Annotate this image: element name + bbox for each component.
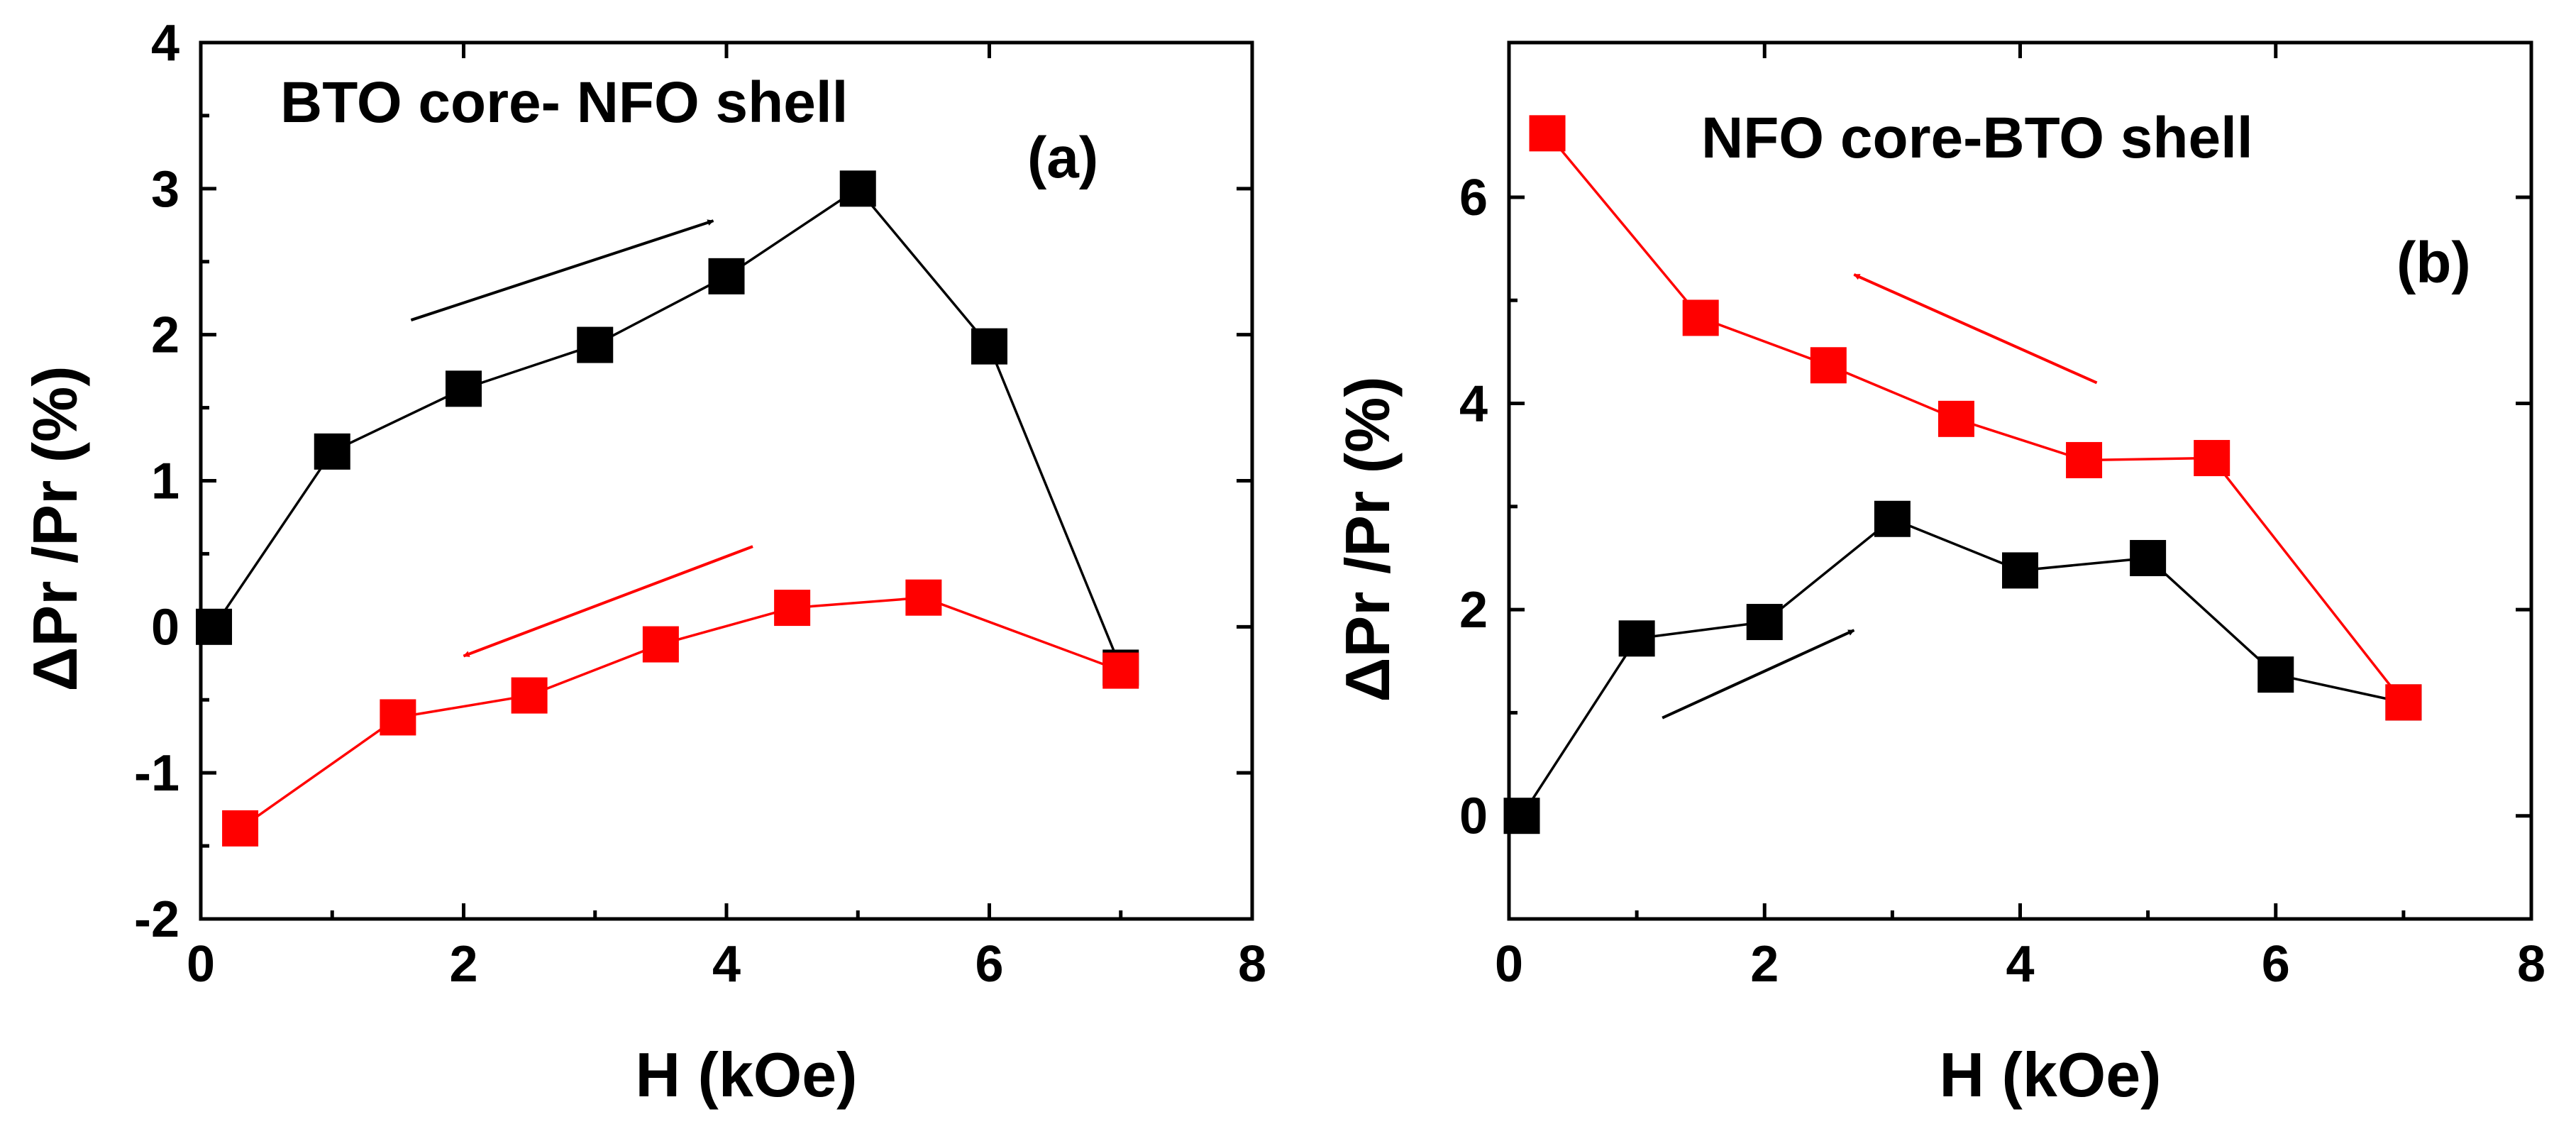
data-point-a-0-2	[446, 370, 482, 407]
panel-label-b: (b)	[2397, 231, 2471, 295]
x-tick-label-b-2: 4	[2006, 936, 2034, 993]
data-point-b-0-2	[1746, 604, 1783, 641]
y-axis-label-b: ΔPr /Pr (%)	[1332, 376, 1403, 702]
data-point-a-0-4	[708, 258, 745, 294]
x-tick-label-a-4: 8	[1238, 936, 1266, 993]
data-point-a-0-3	[577, 326, 614, 363]
data-point-b-1-5	[2194, 440, 2230, 477]
data-point-a-0-5	[839, 170, 876, 207]
y-tick-label-b-0: 0	[1459, 788, 1488, 845]
y-tick-label-b-1: 2	[1459, 582, 1488, 639]
data-point-b-1-1	[1682, 299, 1719, 336]
plot-area-a: 0 2 4 6 8 -2 -1 0 1 2 3 4	[134, 15, 1266, 993]
y-tick-label-a-2: 0	[151, 599, 179, 656]
x-tick-label-a-1: 2	[449, 936, 477, 993]
data-point-b-0-4	[2002, 552, 2038, 589]
x-tick-label-b-4: 8	[2517, 936, 2545, 993]
data-point-a-1-0	[222, 810, 259, 847]
direction-arrow-b-1	[1853, 273, 2098, 385]
data-point-b-1-3	[1937, 400, 1974, 437]
data-point-b-0-1	[1618, 620, 1655, 657]
x-tick-label-b-1: 2	[1750, 936, 1779, 993]
y-tick-label-a-6: 4	[151, 15, 179, 72]
data-point-b-1-6	[2385, 684, 2422, 721]
data-point-b-1-4	[2066, 441, 2103, 478]
data-point-b-0-6	[2257, 656, 2294, 693]
data-point-a-1-3	[642, 626, 679, 663]
data-point-a-0-0	[196, 608, 233, 645]
data-point-a-1-6	[1102, 652, 1139, 689]
series-line-a-0	[213, 187, 1122, 668]
series-line-b-0	[1520, 517, 2404, 817]
direction-arrow-b-0	[1662, 629, 1855, 720]
x-tick-label-b-3: 6	[2262, 936, 2290, 993]
y-tick-label-a-0: -2	[134, 891, 179, 948]
y-tick-label-a-3: 1	[151, 453, 179, 510]
panel-b: 0 2 4 6 8 0 2 4 6 NFO core-BTO shell (b) H (kOe)…	[1332, 40, 2545, 1110]
y-axis-label-a: ΔPr /Pr (%)	[20, 365, 90, 691]
data-point-b-1-0	[1529, 115, 1566, 152]
y-tick-label-a-1: -1	[134, 745, 179, 802]
y-tick-label-a-5: 3	[151, 161, 179, 218]
direction-arrow-a-0	[410, 219, 714, 321]
data-point-b-0-5	[2130, 539, 2167, 576]
panel-a: 0 2 4 6 8 -2 -1 0 1 2 3 4 BTO core- NFO shell (a) H…	[20, 15, 1266, 1110]
x-tick-label-a-2: 4	[712, 936, 741, 993]
panel-title-b: NFO core-BTO shell	[1701, 106, 2253, 170]
data-point-a-0-6	[971, 328, 1007, 365]
data-point-a-1-4	[774, 590, 811, 627]
x-tick-label-a-3: 6	[975, 936, 1003, 993]
data-point-b-1-2	[1810, 347, 1847, 384]
data-point-a-1-2	[511, 677, 548, 714]
y-tick-label-b-2: 4	[1459, 376, 1488, 433]
data-point-a-0-1	[314, 433, 350, 470]
plot-area-b: 0 2 4 6 8 0 2 4 6	[1459, 40, 2545, 993]
x-tick-label-a-0: 0	[187, 936, 215, 993]
data-point-b-0-0	[1503, 798, 1540, 834]
series-line-b-1	[1546, 132, 2405, 703]
y-tick-label-a-4: 2	[151, 307, 179, 364]
axes-frame-b	[1507, 40, 2533, 921]
x-tick-label-b-0: 0	[1495, 936, 1523, 993]
direction-arrow-a-1	[463, 545, 753, 658]
data-point-a-1-5	[905, 579, 942, 616]
data-point-a-1-1	[380, 699, 416, 736]
panel-label-a: (a)	[1027, 126, 1098, 190]
series-line-a-1	[239, 596, 1122, 830]
y-tick-label-b-3: 6	[1459, 170, 1488, 226]
x-axis-label-a: H (kOe)	[636, 1040, 858, 1110]
panel-title-a: BTO core- NFO shell	[280, 70, 848, 135]
x-axis-label-b: H (kOe)	[1940, 1040, 2162, 1110]
data-point-b-0-3	[1874, 500, 1911, 537]
